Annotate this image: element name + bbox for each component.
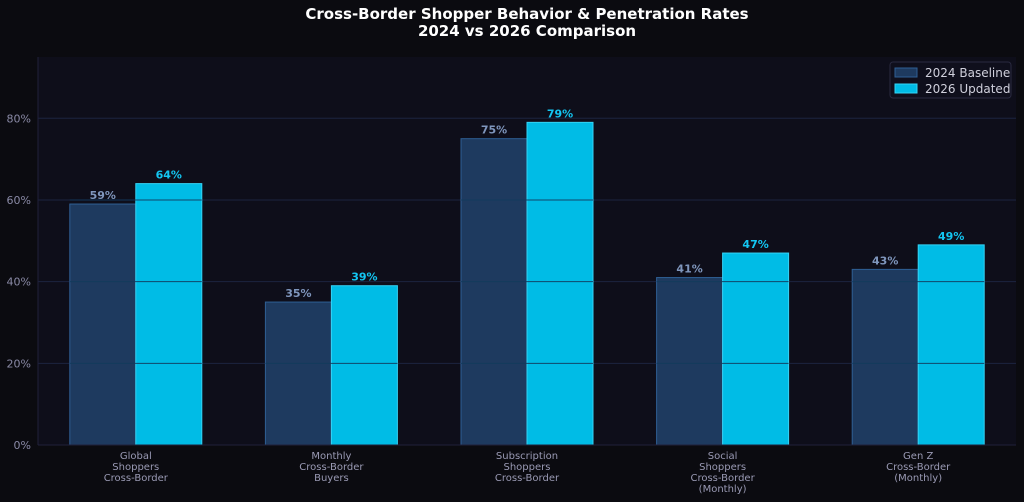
- y-tick-label: 60%: [7, 194, 31, 207]
- x-tick-label-line: Shoppers: [112, 462, 159, 473]
- chart-title-line-1: Cross-Border Shopper Behavior & Penetrat…: [305, 5, 748, 23]
- x-tick-label-line: Cross-Border: [299, 462, 364, 473]
- y-tick-label: 0%: [14, 439, 31, 452]
- axes: 0%20%40%60%80%Global Shoppers Cross-Border…: [7, 57, 1016, 495]
- x-tick-label-line: Shoppers: [699, 462, 746, 473]
- x-tick-label-line: (Monthly): [894, 473, 942, 484]
- bar-2024: [264, 301, 332, 446]
- bar-2026: [330, 285, 398, 446]
- bar-value-label: 39%: [351, 271, 377, 284]
- bar-value-label: 59%: [90, 189, 116, 202]
- x-tick-label-line: Monthly: [311, 451, 351, 462]
- x-tick-label: Gen Z Cross-Border (Monthly): [886, 451, 951, 484]
- x-tick-label: Social Shoppers Cross-Border (Monthly): [690, 451, 755, 495]
- x-tick-label-line: Subscription: [496, 451, 558, 462]
- legend-swatch: [894, 83, 918, 94]
- bar-2026: [135, 183, 203, 446]
- bar-value-label: 47%: [742, 238, 768, 251]
- bar-2024: [69, 203, 137, 446]
- x-tick-label-line: Buyers: [314, 473, 349, 484]
- bars: [69, 121, 985, 446]
- x-tick-label-line: Shoppers: [504, 462, 551, 473]
- x-tick-label-line: Gen Z: [903, 451, 933, 462]
- y-tick-label: 40%: [7, 276, 31, 289]
- bar-2026: [917, 244, 985, 446]
- bar-value-label: 43%: [872, 254, 898, 267]
- x-tick-label: Global Shoppers Cross-Border: [104, 451, 169, 484]
- bar-2026: [722, 252, 790, 446]
- x-tick-label-line: Cross-Border: [886, 462, 951, 473]
- x-tick-label: Subscription Shoppers Cross-Border: [495, 451, 560, 484]
- chart-title-line-2: 2024 vs 2026 Comparison: [418, 22, 636, 40]
- bar-value-label: 75%: [481, 124, 507, 137]
- legend-label: 2026 Updated: [925, 82, 1010, 96]
- bar-value-label: 35%: [285, 287, 311, 300]
- legend: 2024 Baseline 2026 Updated: [889, 61, 1012, 99]
- x-tick-label-line: (Monthly): [699, 484, 747, 495]
- legend-swatch: [894, 67, 918, 78]
- x-tick-label-line: Cross-Border: [495, 473, 560, 484]
- y-tick-label: 20%: [7, 357, 31, 370]
- bar-value-label: 49%: [938, 230, 964, 243]
- x-tick-label-line: Global: [120, 451, 152, 462]
- x-tick-label-line: Cross-Border: [690, 473, 755, 484]
- bar-2026: [526, 121, 594, 446]
- legend-label: 2024 Baseline: [925, 66, 1010, 80]
- x-tick-label-line: Social: [708, 451, 738, 462]
- bar-2024: [851, 268, 919, 446]
- bar-2024: [460, 138, 528, 446]
- x-tick-label-line: Cross-Border: [104, 473, 169, 484]
- legend-box: [889, 61, 1012, 99]
- bar-2024: [656, 277, 724, 446]
- y-tick-label: 80%: [7, 112, 31, 125]
- value-labels: 59% 64% 35% 39% 75% 79% 41% 47% 43% 49%: [69, 107, 985, 364]
- bar-value-label: 41%: [676, 263, 702, 276]
- x-tick-label: Monthly Cross-Border Buyers: [299, 451, 364, 484]
- bar-value-label: 64%: [156, 169, 182, 182]
- bar-value-label: 79%: [547, 107, 573, 120]
